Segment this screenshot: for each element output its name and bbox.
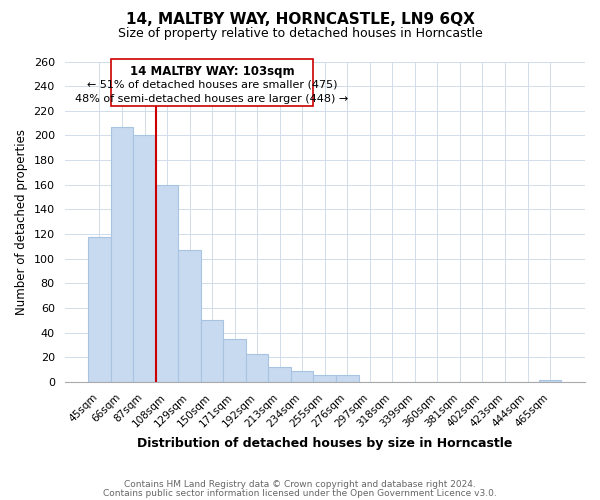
Text: 14, MALTBY WAY, HORNCASTLE, LN9 6QX: 14, MALTBY WAY, HORNCASTLE, LN9 6QX	[125, 12, 475, 28]
Bar	[178, 250, 201, 382]
Bar	[313, 374, 336, 382]
Bar	[336, 374, 359, 382]
Text: 48% of semi-detached houses are larger (448) →: 48% of semi-detached houses are larger (…	[76, 94, 349, 104]
Y-axis label: Number of detached properties: Number of detached properties	[15, 129, 28, 315]
Bar	[201, 320, 223, 382]
Text: Contains public sector information licensed under the Open Government Licence v3: Contains public sector information licen…	[103, 488, 497, 498]
Text: Size of property relative to detached houses in Horncastle: Size of property relative to detached ho…	[118, 28, 482, 40]
FancyBboxPatch shape	[111, 59, 313, 106]
Bar	[539, 380, 562, 382]
Bar	[88, 236, 111, 382]
Bar	[268, 368, 291, 382]
Bar	[156, 185, 178, 382]
Text: Contains HM Land Registry data © Crown copyright and database right 2024.: Contains HM Land Registry data © Crown c…	[124, 480, 476, 489]
Bar	[246, 354, 268, 382]
Text: 14 MALTBY WAY: 103sqm: 14 MALTBY WAY: 103sqm	[130, 65, 295, 78]
X-axis label: Distribution of detached houses by size in Horncastle: Distribution of detached houses by size …	[137, 437, 512, 450]
Bar	[223, 339, 246, 382]
Bar	[133, 136, 156, 382]
Bar	[291, 371, 313, 382]
Text: ← 51% of detached houses are smaller (475): ← 51% of detached houses are smaller (47…	[87, 80, 337, 90]
Bar	[111, 127, 133, 382]
